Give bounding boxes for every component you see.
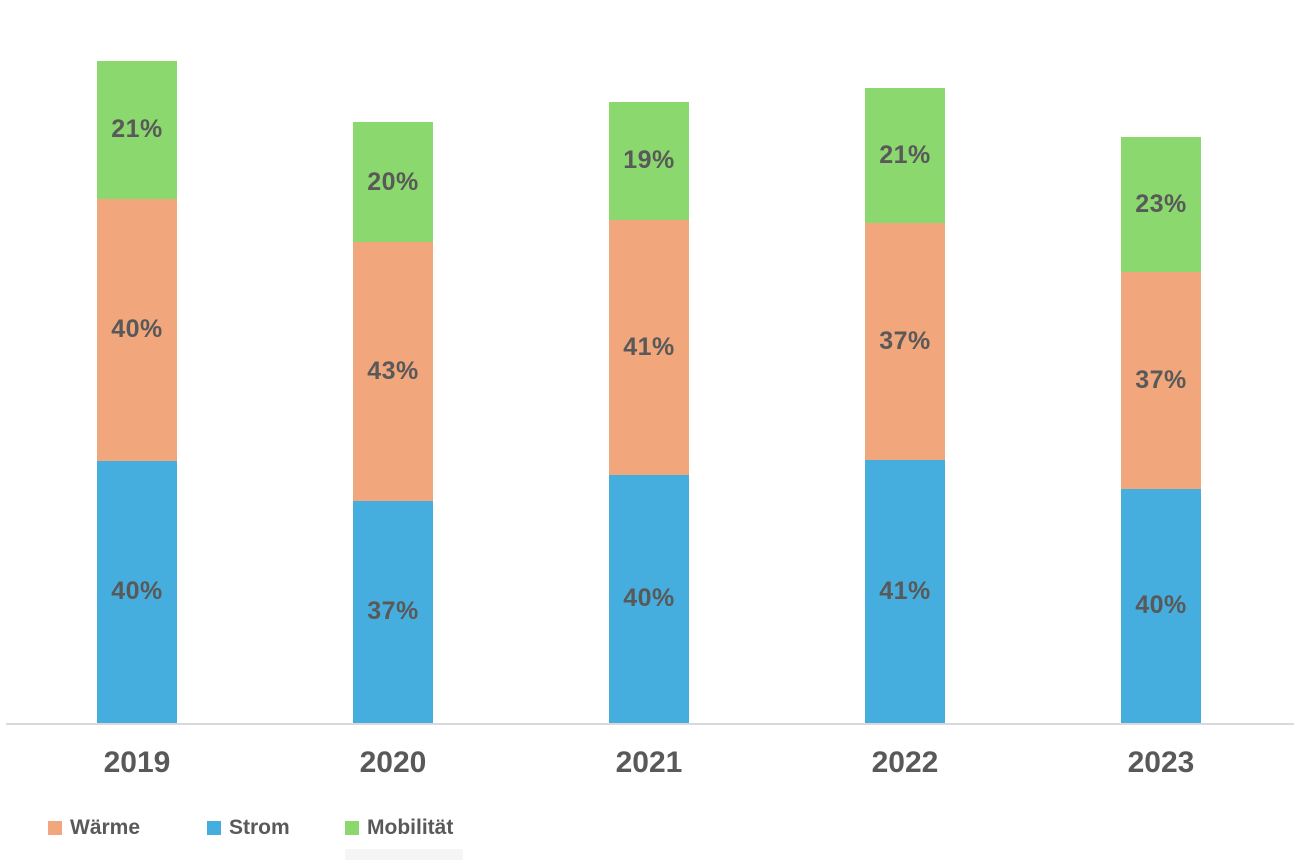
x-axis-label-2019: 2019 — [103, 746, 171, 779]
legend-label: Strom — [229, 816, 290, 839]
bar-segment-mobilit-t-2020: 20% — [353, 122, 433, 243]
cropped-faint-artifact — [345, 849, 463, 860]
legend-swatch-icon — [48, 821, 62, 835]
bar-segment-w-rme-2022: 37% — [865, 222, 945, 460]
bar-segment-mobilit-t-2019: 21% — [97, 61, 177, 199]
stacked-bar-2023: 23% 37% 40% — [1121, 137, 1201, 723]
legend-swatch-icon — [345, 821, 359, 835]
segment-value-label: 20% — [367, 167, 419, 196]
segment-value-label: 21% — [879, 140, 931, 169]
x-axis-label-2022: 2022 — [871, 746, 939, 779]
bar-segment-strom-2022: 41% — [865, 460, 945, 723]
bar-segment-w-rme-2020: 43% — [353, 242, 433, 501]
segment-value-label: 40% — [111, 577, 163, 606]
segment-value-label: 41% — [879, 576, 931, 605]
x-axis-baseline — [6, 723, 1294, 725]
bar-segment-w-rme-2021: 41% — [609, 219, 689, 475]
stacked-bar-2021: 19% 41% 40% — [609, 102, 689, 723]
segment-value-label: 37% — [1135, 365, 1187, 394]
segment-value-label: 21% — [111, 115, 163, 144]
segment-value-label: 23% — [1135, 189, 1187, 218]
segment-value-label: 40% — [111, 315, 163, 344]
bar-segment-mobilit-t-2023: 23% — [1121, 137, 1201, 272]
bar-segment-w-rme-2019: 40% — [97, 198, 177, 461]
segment-value-label: 43% — [367, 356, 419, 385]
segment-value-label: 37% — [367, 597, 419, 626]
segment-value-label: 40% — [623, 584, 675, 613]
x-axis-label-2020: 2020 — [359, 746, 427, 779]
stacked-bar-2020: 20% 43% 37% — [353, 122, 433, 723]
bar-segment-strom-2020: 37% — [353, 500, 433, 723]
bar-segment-w-rme-2023: 37% — [1121, 271, 1201, 489]
bar-segment-strom-2023: 40% — [1121, 488, 1201, 723]
segment-value-label: 19% — [623, 146, 675, 175]
bar-segment-mobilit-t-2022: 21% — [865, 88, 945, 223]
stacked-bar-2022: 21% 37% 41% — [865, 88, 945, 723]
bar-segment-strom-2019: 40% — [97, 460, 177, 723]
bar-segment-mobilit-t-2021: 19% — [609, 102, 689, 220]
stacked-bar-2019: 21% 40% 40% — [97, 61, 177, 723]
legend-label: Mobilität — [367, 816, 454, 839]
segment-value-label: 37% — [879, 326, 931, 355]
x-axis-label-2023: 2023 — [1127, 746, 1195, 779]
legend-label: Wärme — [70, 816, 141, 839]
legend-swatch-icon — [207, 821, 221, 835]
legend-item-strom: Strom — [207, 816, 290, 840]
segment-value-label: 41% — [623, 332, 675, 361]
bar-segment-strom-2021: 40% — [609, 474, 689, 723]
legend-item-w-rme: Wärme — [48, 816, 140, 840]
legend-item-mobilit-t: Mobilität — [345, 816, 453, 840]
segment-value-label: 40% — [1135, 591, 1187, 620]
x-axis-label-2021: 2021 — [615, 746, 683, 779]
